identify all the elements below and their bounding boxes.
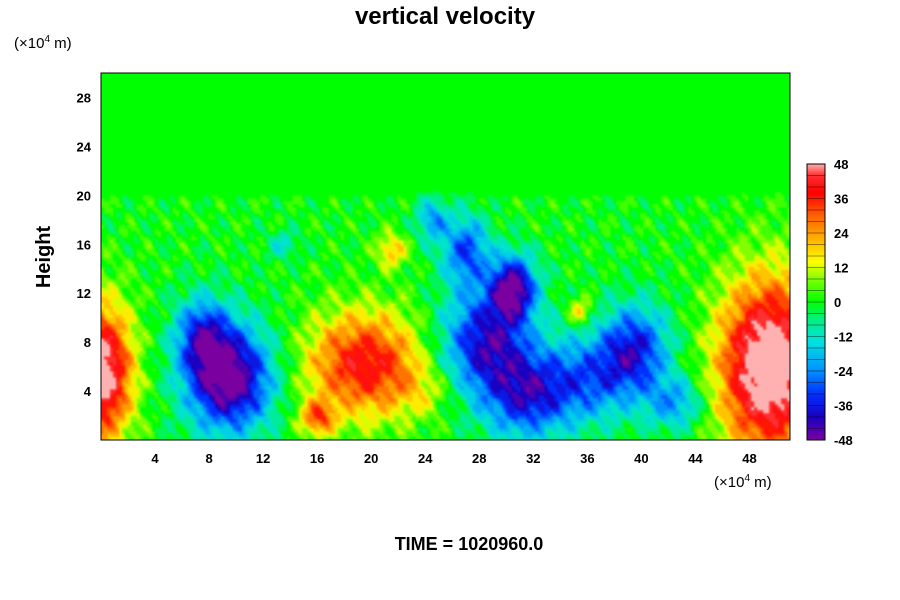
- y-axis-label: Height: [33, 226, 55, 289]
- y-tick-label: 20: [77, 188, 91, 203]
- colorbar-tick-label: 0: [834, 295, 841, 310]
- heatmap-image: [101, 73, 790, 440]
- colorbar-tick-label: 24: [834, 226, 849, 241]
- colorbar-tick-label: 48: [834, 157, 848, 172]
- x-tick-label: 16: [310, 451, 324, 466]
- y-tick-label: 28: [77, 90, 91, 105]
- x-tick-label: 48: [742, 451, 756, 466]
- x-tick-label: 40: [634, 451, 648, 466]
- time-footer: TIME = 1020960.0: [395, 534, 544, 554]
- colorbar-tick-label: 12: [834, 261, 848, 276]
- x-tick-label: 28: [472, 451, 486, 466]
- x-tick-label: 12: [256, 451, 270, 466]
- colorbar: 48 36 24 12 0 -12 -24 -36 -48: [806, 157, 854, 448]
- chart-title: vertical velocity: [355, 3, 536, 30]
- plot-frame: [100, 72, 791, 441]
- colorbar-tick-label: -24: [834, 364, 854, 379]
- colorbar-tick-label: -36: [834, 399, 853, 414]
- y-tick-label: 12: [77, 286, 91, 301]
- x-tick-label: 20: [364, 451, 378, 466]
- colorbar-tick-label: -48: [834, 433, 853, 448]
- colorbar-tick-label: -12: [834, 330, 853, 345]
- x-tick-label: 8: [205, 451, 212, 466]
- y-tick-label: 16: [77, 237, 91, 252]
- x-axis-ticks: 4 8 12 16 20 24 28 32 36 40 44 48: [151, 451, 756, 466]
- y-unit-label: (×104 m): [14, 34, 72, 52]
- y-tick-label: 4: [84, 384, 92, 399]
- y-tick-label: 8: [84, 335, 91, 350]
- colorbar-tick-label: 36: [834, 192, 848, 207]
- x-tick-label: 32: [526, 451, 540, 466]
- y-axis-ticks: 4 8 12 16 20 24 28: [77, 90, 92, 399]
- x-tick-label: 44: [688, 451, 703, 466]
- x-tick-label: 36: [580, 451, 594, 466]
- x-tick-label: 4: [151, 451, 159, 466]
- colorbar-ticks: 48 36 24 12 0 -12 -24 -36 -48: [834, 157, 854, 448]
- plot-area: [100, 72, 791, 441]
- x-unit-label: (×104 m): [714, 473, 772, 491]
- y-tick-label: 24: [77, 139, 92, 154]
- x-tick-label: 24: [418, 451, 433, 466]
